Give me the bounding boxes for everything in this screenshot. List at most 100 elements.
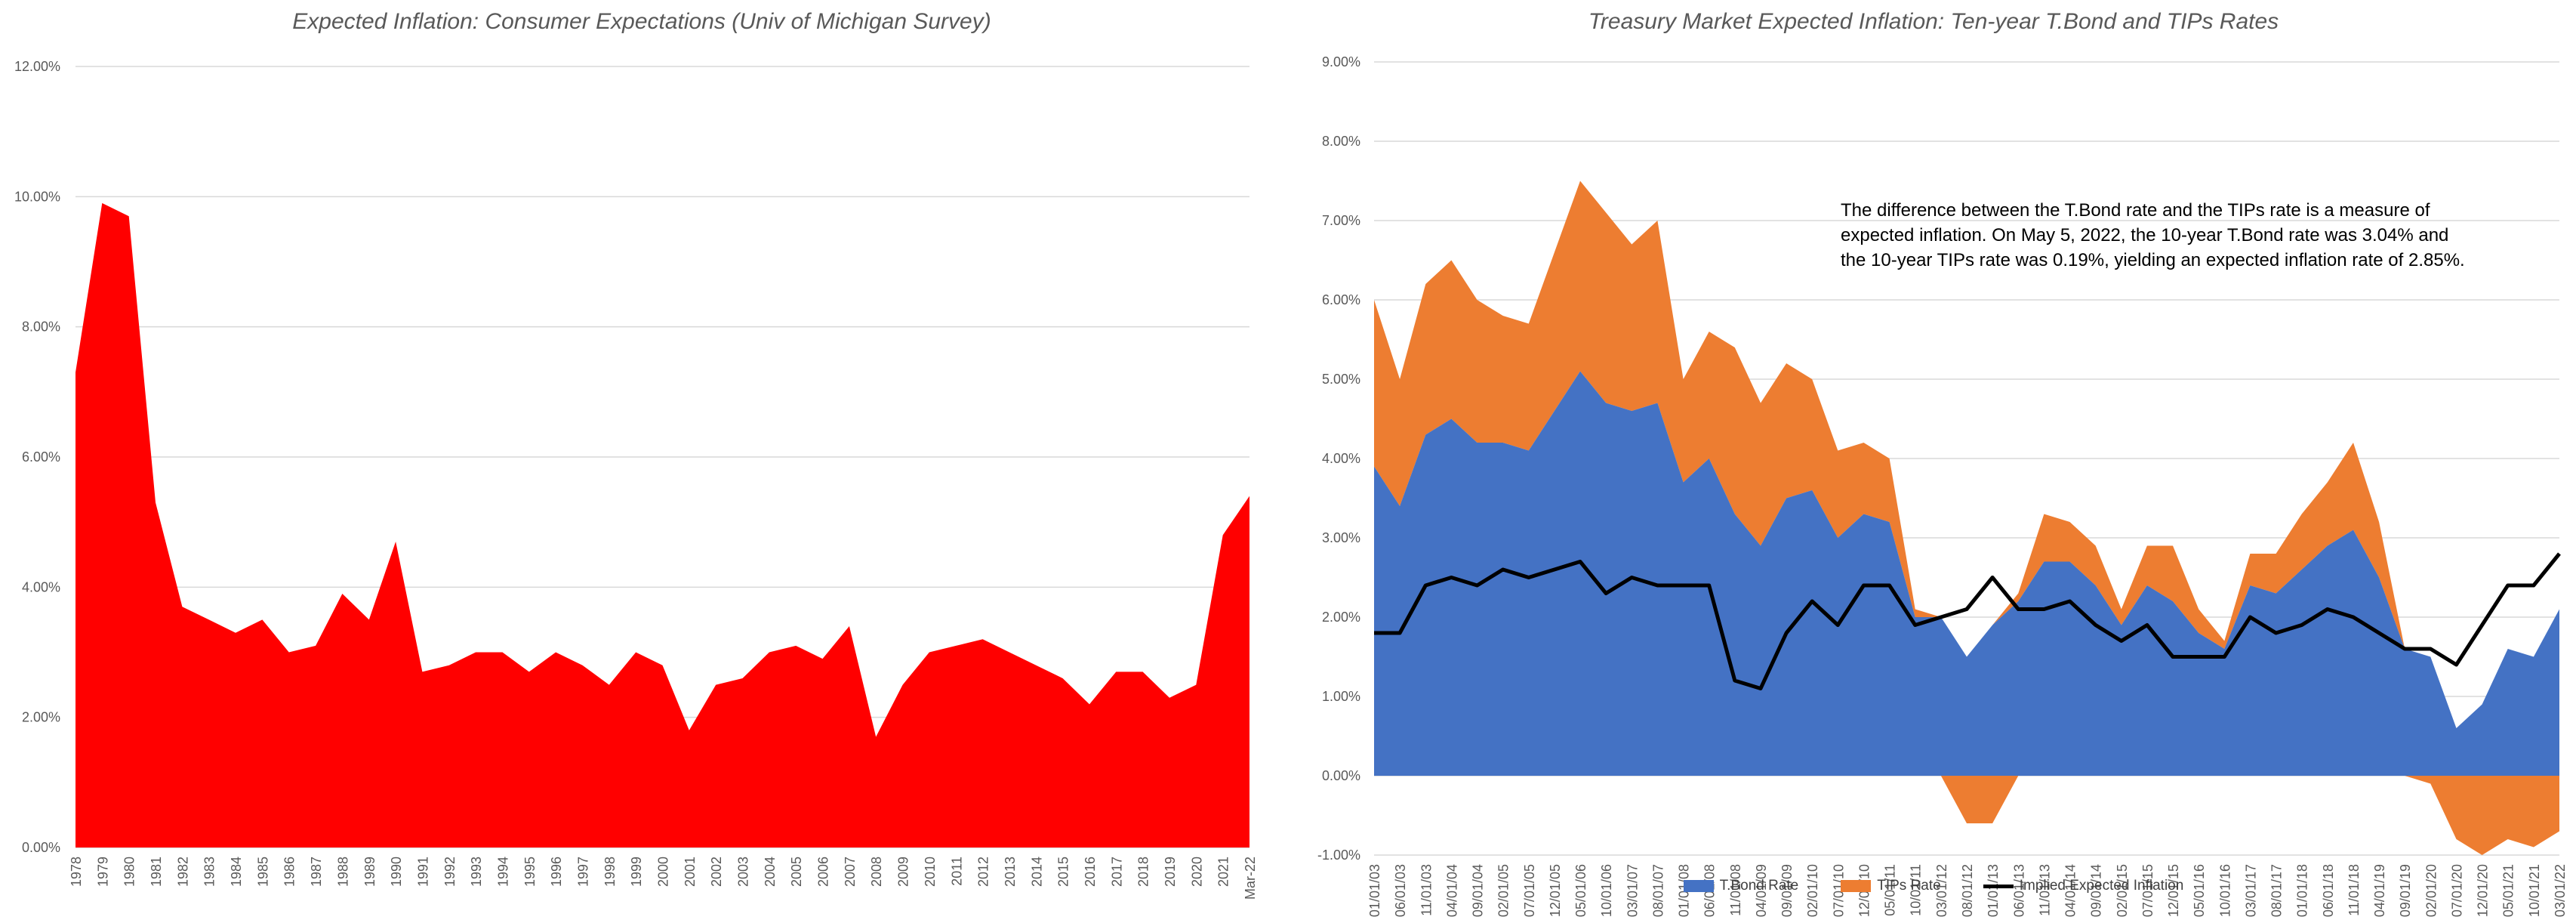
x-tick-label: 08/01/07 xyxy=(1650,864,1665,917)
x-tick-label: 11/01/18 xyxy=(2346,864,2362,916)
x-tick-label: 01/01/03 xyxy=(1367,864,1382,917)
x-tick-label: 04/01/19 xyxy=(2372,864,2387,917)
y-tick-label: -1.00% xyxy=(1317,848,1360,863)
x-tick-label: 03/01/22 xyxy=(2553,864,2568,917)
x-tick-label: 02/01/20 xyxy=(2423,864,2439,917)
x-tick-label: 1996 xyxy=(549,857,564,887)
y-tick-label: 3.00% xyxy=(1322,530,1360,545)
x-tick-label: 1980 xyxy=(122,857,137,887)
x-tick-label: 05/01/06 xyxy=(1573,864,1588,917)
x-tick-label: 1990 xyxy=(389,857,404,887)
x-tick-label: 2004 xyxy=(763,857,778,887)
x-tick-label: 1984 xyxy=(229,857,244,887)
x-tick-label: 03/01/12 xyxy=(1934,864,1949,917)
x-tick-label: 06/01/03 xyxy=(1393,864,1408,917)
x-tick-label: 01/01/18 xyxy=(2295,864,2310,917)
x-tick-label: 12/01/05 xyxy=(1548,864,1563,917)
y-tick-label: 1.00% xyxy=(1322,689,1360,704)
y-tick-label: 4.00% xyxy=(1322,451,1360,466)
treasury-chart-svg: -1.00% 0.00% 1.00% 2.00% 3.00% 4.00% 5.00% 6.00… xyxy=(1317,54,2568,917)
legend-label-tbond: T.Bond Rate xyxy=(1719,878,1799,894)
tbond-rate-area xyxy=(1374,371,2559,776)
y-tick-label: 9.00% xyxy=(1322,54,1360,69)
x-tick-label: 07/01/10 xyxy=(1831,864,1846,917)
tips-rate-negative-area xyxy=(1374,776,2559,855)
x-tick-label: 1992 xyxy=(442,857,458,887)
x-tick-label: 1983 xyxy=(202,857,217,887)
y-tick-label: 8.00% xyxy=(22,320,60,335)
x-tick-label: 2006 xyxy=(816,857,831,887)
y-tick-label: 10.00% xyxy=(14,189,60,204)
x-tick-label: 2007 xyxy=(843,857,858,887)
x-tick-label: 1995 xyxy=(522,857,538,887)
legend-item-tbond: T.Bond Rate xyxy=(1683,878,1799,894)
x-tick-label: 1982 xyxy=(175,857,190,887)
x-tick-label: 1985 xyxy=(255,857,270,887)
x-tick-label: 1991 xyxy=(415,857,430,887)
x-tick-label: 03/01/07 xyxy=(1625,864,1640,917)
x-tick-label: 03/01/17 xyxy=(2243,864,2258,917)
x-tick-label: 04/01/04 xyxy=(1444,864,1459,917)
x-tick-label: 1988 xyxy=(335,857,350,887)
y-tick-label: 0.00% xyxy=(1322,768,1360,783)
x-tick-label: 11/01/03 xyxy=(1419,864,1434,916)
x-tick-label: 2008 xyxy=(869,857,884,887)
x-tick-label: 10/01/11 xyxy=(1909,864,1924,916)
x-tick-label: 2015 xyxy=(1056,857,1071,887)
y-tick-label: 2.00% xyxy=(22,710,60,725)
x-tick-label: 09/01/19 xyxy=(2398,864,2413,917)
chart-legend: T.Bond Rate TIPs Rate Implied Expected I… xyxy=(1291,878,2576,894)
x-tick-label: 2002 xyxy=(709,857,724,887)
inflation-expectations-area xyxy=(75,202,1249,848)
x-tick-label: 04/01/09 xyxy=(1754,864,1769,917)
michigan-chart-panel: Expected Inflation: Consumer Expectation… xyxy=(0,0,1283,917)
x-tick-label: 04/01/14 xyxy=(2063,864,2078,917)
x-tick-label: 02/01/05 xyxy=(1496,864,1511,917)
treasury-chart-panel: Treasury Market Expected Inflation: Ten-… xyxy=(1291,0,2576,917)
x-tick-label: 1981 xyxy=(149,857,164,887)
chart-annotation: The difference between the T.Bond rate a… xyxy=(1841,200,2465,270)
x-tick-label: 2020 xyxy=(1189,857,1204,887)
x-tick-label: 1978 xyxy=(69,857,84,887)
x-tick-label: 12/01/20 xyxy=(2476,864,2491,917)
y-tick-label: 2.00% xyxy=(1322,610,1360,625)
legend-item-inflation: Implied Expected Inflation xyxy=(1983,878,2184,894)
x-tick-label: 2005 xyxy=(789,857,804,887)
y-tick-label: 0.00% xyxy=(22,840,60,855)
x-tick-label: 10/01/06 xyxy=(1599,864,1614,917)
x-tick-label: 2012 xyxy=(976,857,991,887)
x-tick-label: 09/01/14 xyxy=(2089,864,2104,917)
legend-item-tips: TIPs Rate xyxy=(1841,878,1941,894)
legend-label-inflation: Implied Expected Inflation xyxy=(2019,878,2184,894)
x-tick-label: 1999 xyxy=(629,857,644,887)
x-tick-label: 07/01/20 xyxy=(2449,864,2464,917)
y-tick-label: 6.00% xyxy=(22,449,60,465)
implied-expected-inflation-line xyxy=(1374,552,2561,690)
x-tick-label: 1997 xyxy=(575,857,590,887)
michigan-chart-title: Expected Inflation: Consumer Expectation… xyxy=(292,9,991,34)
x-tick-label: 2010 xyxy=(923,857,938,887)
tips-rate-area xyxy=(1374,181,2559,728)
x-tick-label: 07/01/05 xyxy=(1522,864,1537,917)
x-tick-label: 11/01/13 xyxy=(2037,864,2052,916)
legend-swatch-tbond xyxy=(1683,880,1714,892)
x-tick-label: 2000 xyxy=(656,857,671,887)
x-tick-label: 2014 xyxy=(1029,857,1044,887)
x-tick-label: 08/01/17 xyxy=(2269,864,2285,917)
x-tick-label: 10/01/16 xyxy=(2217,864,2232,917)
x-tick-label: 11/01/08 xyxy=(1728,864,1743,916)
y-tick-label: 7.00% xyxy=(1322,213,1360,228)
x-tick-label: 12/01/15 xyxy=(2166,864,2181,917)
legend-label-tips: TIPs Rate xyxy=(1877,878,1941,894)
x-tick-label: 2017 xyxy=(1109,857,1124,887)
x-tick-label: 2016 xyxy=(1083,857,1098,887)
x-tick-label: 02/01/15 xyxy=(2115,864,2130,917)
legend-swatch-inflation xyxy=(1983,884,2014,888)
x-tick-label: 06/01/13 xyxy=(2011,864,2026,917)
x-tick-label: 2003 xyxy=(736,857,751,887)
x-tick-label: 02/01/10 xyxy=(1805,864,1820,917)
y-tick-label: 4.00% xyxy=(22,579,60,594)
y-tick-label: 8.00% xyxy=(1322,134,1360,149)
x-tick-label: 06/01/18 xyxy=(2321,864,2336,917)
x-tick-label: 1979 xyxy=(95,857,110,887)
